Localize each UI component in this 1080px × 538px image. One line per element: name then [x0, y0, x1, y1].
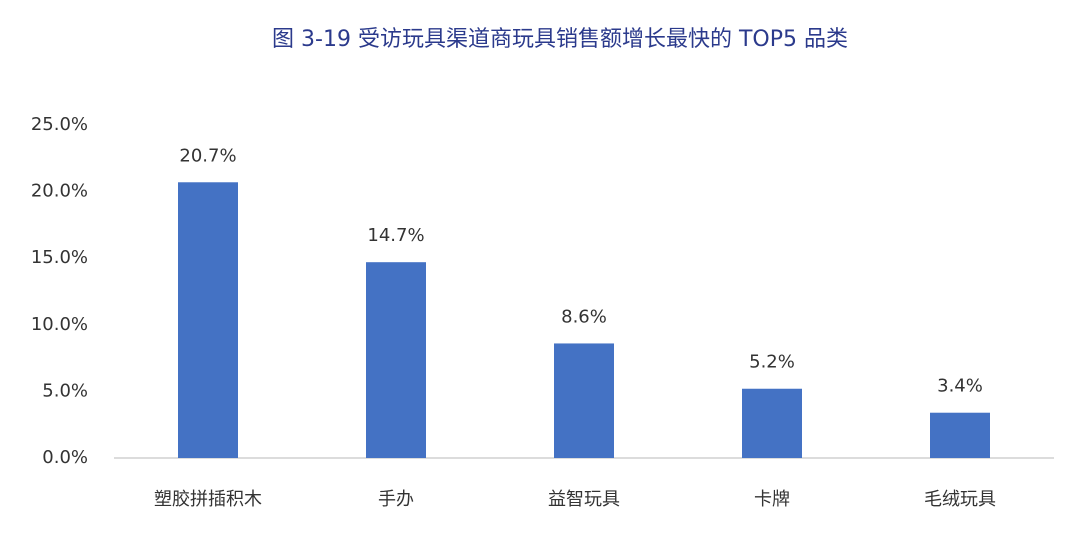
data-label: 5.2%	[749, 352, 795, 373]
bar	[554, 343, 614, 458]
y-tick-label: 10.0%	[31, 314, 88, 335]
data-label: 3.4%	[937, 376, 983, 397]
y-tick-label: 25.0%	[31, 114, 88, 135]
data-label: 20.7%	[179, 145, 236, 166]
bar	[366, 262, 426, 458]
y-tick-label: 15.0%	[31, 247, 88, 268]
x-tick-label: 卡牌	[754, 489, 790, 510]
x-tick-label: 毛绒玩具	[924, 489, 996, 510]
data-label: 8.6%	[561, 306, 607, 327]
y-tick-label: 0.0%	[42, 447, 88, 468]
x-tick-label: 塑胶拼插积木	[154, 489, 262, 510]
y-tick-label: 5.0%	[42, 380, 88, 401]
bar	[742, 388, 802, 458]
x-tick-label: 益智玩具	[548, 489, 620, 510]
data-label: 14.7%	[367, 225, 424, 246]
bar	[178, 182, 238, 458]
x-tick-label: 手办	[378, 489, 414, 510]
chart-title: 图 3-19 受访玩具渠道商玩具销售额增长最快的 TOP5 品类	[272, 27, 848, 52]
y-tick-label: 20.0%	[31, 181, 88, 202]
bar	[930, 412, 990, 458]
